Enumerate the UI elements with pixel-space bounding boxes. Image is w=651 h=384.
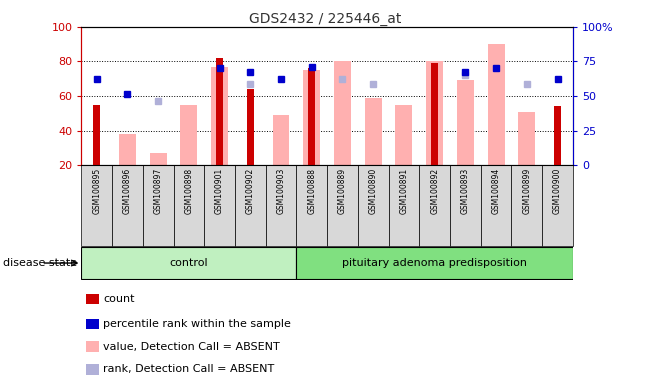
Text: GSM100894: GSM100894: [492, 167, 501, 214]
Bar: [419, 165, 450, 246]
Bar: [273, 115, 290, 165]
Bar: [81, 248, 296, 279]
Bar: [204, 165, 235, 246]
Text: value, Detection Call = ABSENT: value, Detection Call = ABSENT: [104, 342, 280, 352]
Bar: [87, 341, 98, 352]
Bar: [450, 165, 480, 246]
Text: GSM100898: GSM100898: [184, 167, 193, 214]
Bar: [216, 58, 223, 165]
Text: pituitary adenoma predisposition: pituitary adenoma predisposition: [342, 258, 527, 268]
Bar: [303, 70, 320, 165]
Text: GSM100891: GSM100891: [400, 167, 408, 214]
Bar: [87, 364, 98, 375]
Bar: [389, 165, 419, 246]
Text: rank, Detection Call = ABSENT: rank, Detection Call = ABSENT: [104, 364, 275, 374]
Text: GSM100900: GSM100900: [553, 167, 562, 214]
Bar: [174, 165, 204, 246]
Bar: [296, 248, 573, 279]
Bar: [119, 134, 136, 165]
Text: GSM100892: GSM100892: [430, 167, 439, 214]
Bar: [334, 61, 351, 165]
Bar: [81, 165, 112, 246]
Text: GDS2432 / 225446_at: GDS2432 / 225446_at: [249, 12, 402, 25]
Bar: [358, 165, 389, 246]
Bar: [87, 319, 98, 329]
Text: GSM100902: GSM100902: [246, 167, 255, 214]
Bar: [431, 63, 438, 165]
Bar: [327, 165, 358, 246]
Bar: [512, 165, 542, 246]
Text: GSM100903: GSM100903: [277, 167, 286, 214]
Text: GSM100888: GSM100888: [307, 167, 316, 214]
Bar: [93, 104, 100, 165]
Text: count: count: [104, 294, 135, 304]
Text: GSM100897: GSM100897: [154, 167, 163, 214]
Text: GSM100895: GSM100895: [92, 167, 102, 214]
Bar: [266, 165, 296, 246]
Text: percentile rank within the sample: percentile rank within the sample: [104, 319, 292, 329]
Bar: [235, 165, 266, 246]
Bar: [365, 98, 381, 165]
Bar: [426, 61, 443, 165]
Text: GSM100890: GSM100890: [368, 167, 378, 214]
Text: GSM100899: GSM100899: [522, 167, 531, 214]
Bar: [211, 67, 228, 165]
Bar: [180, 104, 197, 165]
Bar: [247, 89, 254, 165]
Text: control: control: [169, 258, 208, 268]
Bar: [112, 165, 143, 246]
Bar: [518, 112, 535, 165]
Bar: [554, 106, 561, 165]
Bar: [143, 165, 174, 246]
Bar: [488, 44, 505, 165]
Bar: [542, 165, 573, 246]
Text: GSM100901: GSM100901: [215, 167, 224, 214]
Text: GSM100893: GSM100893: [461, 167, 470, 214]
Bar: [480, 165, 512, 246]
Bar: [309, 68, 315, 165]
Text: disease state: disease state: [3, 258, 77, 268]
Bar: [87, 294, 98, 304]
Bar: [395, 104, 412, 165]
Text: GSM100889: GSM100889: [338, 167, 347, 214]
Bar: [150, 153, 167, 165]
Bar: [296, 165, 327, 246]
Text: GSM100896: GSM100896: [123, 167, 132, 214]
Bar: [457, 81, 474, 165]
